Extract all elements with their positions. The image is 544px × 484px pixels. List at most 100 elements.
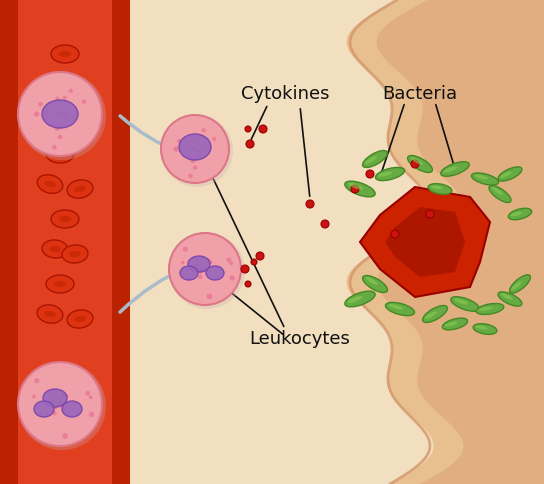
Circle shape [52,411,57,415]
Circle shape [177,139,182,143]
Circle shape [161,115,233,187]
Circle shape [246,140,254,148]
Circle shape [195,263,200,268]
Ellipse shape [37,305,63,323]
Circle shape [34,111,39,117]
Ellipse shape [451,297,479,311]
Circle shape [18,72,106,160]
Ellipse shape [378,171,393,177]
Ellipse shape [54,281,66,287]
Circle shape [208,260,213,264]
Ellipse shape [364,156,377,164]
Ellipse shape [425,311,437,319]
Circle shape [54,400,58,405]
Bar [130,0,544,484]
Ellipse shape [42,240,68,258]
Ellipse shape [489,185,511,202]
Circle shape [256,252,264,260]
Ellipse shape [411,157,423,165]
Circle shape [51,403,57,409]
Ellipse shape [476,303,504,315]
Circle shape [198,274,202,279]
Ellipse shape [362,275,387,292]
Ellipse shape [74,316,86,322]
Circle shape [196,149,200,153]
Ellipse shape [44,311,56,318]
Circle shape [64,116,69,120]
Ellipse shape [345,181,375,197]
Bar [112,0,130,484]
Circle shape [183,246,188,252]
Ellipse shape [345,291,375,307]
Circle shape [202,128,206,133]
Ellipse shape [62,245,88,263]
Circle shape [212,137,217,141]
Circle shape [306,200,314,208]
Circle shape [226,257,231,262]
Circle shape [55,112,59,116]
Circle shape [32,395,36,398]
Polygon shape [376,0,544,484]
Circle shape [194,155,199,160]
Ellipse shape [366,277,378,285]
Ellipse shape [472,173,499,185]
Circle shape [197,134,201,138]
Ellipse shape [441,162,469,176]
Circle shape [57,402,63,408]
Circle shape [52,145,57,150]
Ellipse shape [498,292,522,306]
Circle shape [206,258,211,263]
Circle shape [38,102,43,106]
Bar [0,0,18,484]
Polygon shape [385,207,465,277]
Ellipse shape [37,175,63,193]
Circle shape [188,174,193,178]
Ellipse shape [348,183,363,190]
Circle shape [191,147,195,151]
Circle shape [69,89,73,93]
Circle shape [351,185,359,193]
Circle shape [366,170,374,178]
Ellipse shape [443,166,458,173]
Text: Cytokines: Cytokines [241,85,329,103]
Circle shape [186,269,189,272]
Ellipse shape [34,401,54,417]
Circle shape [64,394,69,398]
Circle shape [82,99,86,104]
Circle shape [54,406,57,409]
Ellipse shape [423,305,447,322]
Circle shape [58,135,62,139]
Ellipse shape [386,302,415,316]
Ellipse shape [498,167,522,181]
Circle shape [206,272,210,276]
Ellipse shape [444,322,458,326]
Circle shape [38,404,41,408]
Circle shape [55,97,59,101]
Text: Bacteria: Bacteria [382,85,458,103]
Ellipse shape [59,86,71,92]
Circle shape [62,408,65,412]
Ellipse shape [475,325,487,330]
Circle shape [201,264,207,269]
Circle shape [193,166,197,170]
Circle shape [200,271,203,274]
Circle shape [191,135,195,138]
Circle shape [54,406,57,409]
Ellipse shape [407,155,432,172]
Ellipse shape [188,256,210,272]
Circle shape [241,265,249,273]
Ellipse shape [474,174,488,180]
Circle shape [197,268,203,273]
Circle shape [63,96,67,100]
Polygon shape [347,0,544,484]
Ellipse shape [362,151,387,167]
Ellipse shape [206,266,224,280]
Ellipse shape [442,318,468,330]
Ellipse shape [51,45,79,63]
Ellipse shape [59,51,71,57]
Ellipse shape [508,208,531,220]
Ellipse shape [510,275,530,293]
Circle shape [259,125,267,133]
Circle shape [54,125,60,131]
Circle shape [202,267,208,272]
